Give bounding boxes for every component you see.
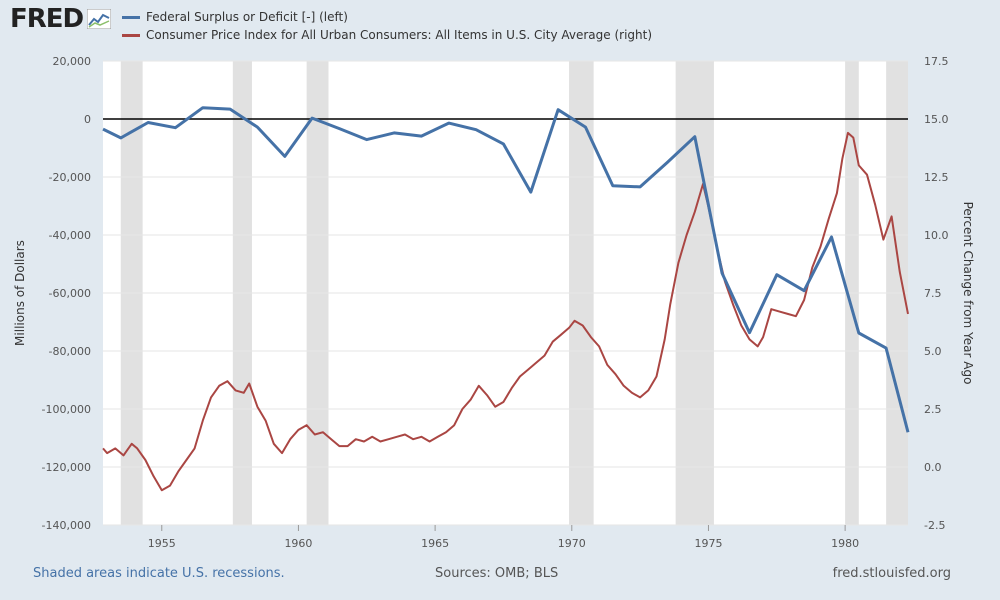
y-right-tick-label: -2.5: [924, 519, 945, 532]
x-tick-labels: 1955 1960 1965 1970 1975 1980: [148, 525, 859, 550]
y-left-tick-label: -120,000: [42, 461, 91, 474]
legend-label-cpi: Consumer Price Index for All Urban Consu…: [146, 28, 653, 42]
grid-lines: [103, 60, 908, 526]
legend-swatch-cpi: [122, 33, 140, 37]
y-right-tick-label: 7.5: [924, 287, 942, 300]
recession-note-link[interactable]: Shaded areas indicate U.S. recessions.: [33, 566, 285, 581]
y-left-tick-label: -100,000: [42, 403, 91, 416]
y-right-tick-label: 17.5: [924, 55, 949, 68]
sources-text: Sources: OMB; BLS: [435, 566, 559, 581]
y-right-tick-labels: 17.5 15.0 12.5 10.0 7.5 5.0 2.5 0.0 -2.5: [924, 55, 949, 532]
x-tick-label: 1965: [421, 537, 449, 550]
y-left-tick-label: -20,000: [49, 171, 91, 184]
y-right-tick-label: 12.5: [924, 171, 949, 184]
legend-item-deficit: Federal Surplus or Deficit [-] (left): [122, 8, 652, 26]
y-right-tick-label: 2.5: [924, 403, 942, 416]
y-left-tick-label: 20,000: [53, 55, 92, 68]
series-line-deficit: [102, 106, 910, 433]
series-layer: [102, 106, 910, 492]
y-left-axis-label: Millions of Dollars: [13, 240, 27, 346]
x-tick-label: 1975: [694, 537, 722, 550]
y-left-tick-label: -40,000: [49, 229, 91, 242]
y-right-axis-label: Percent Change from Year Ago: [961, 202, 975, 385]
series-line-cpi: [102, 131, 909, 492]
y-right-tick-label: 15.0: [924, 113, 949, 126]
fred-logo-text: FRED: [10, 4, 84, 34]
fred-logo[interactable]: FRED: [10, 4, 112, 34]
x-tick-label: 1955: [148, 537, 176, 550]
x-tick-label: 1980: [831, 537, 859, 550]
y-left-tick-label: -140,000: [42, 519, 91, 532]
y-left-tick-label: 0: [84, 113, 91, 126]
y-left-tick-labels: 20,000 0 -20,000 -40,000 -60,000 -80,000 -100,…: [42, 55, 91, 532]
chart-legend: Federal Surplus or Deficit [-] (left) Co…: [122, 8, 652, 44]
legend-swatch-deficit: [122, 15, 140, 19]
chart-logo-icon: [87, 9, 112, 29]
x-tick-label: 1960: [284, 537, 312, 550]
y-left-tick-label: -80,000: [49, 345, 91, 358]
site-link[interactable]: fred.stlouisfed.org: [832, 566, 951, 581]
legend-item-cpi: Consumer Price Index for All Urban Consu…: [122, 26, 652, 44]
y-left-tick-label: -60,000: [49, 287, 91, 300]
y-right-tick-label: 0.0: [924, 461, 942, 474]
y-right-tick-label: 10.0: [924, 229, 949, 242]
y-right-tick-label: 5.0: [924, 345, 942, 358]
x-tick-label: 1970: [558, 537, 586, 550]
legend-label-deficit: Federal Surplus or Deficit [-] (left): [146, 10, 348, 24]
